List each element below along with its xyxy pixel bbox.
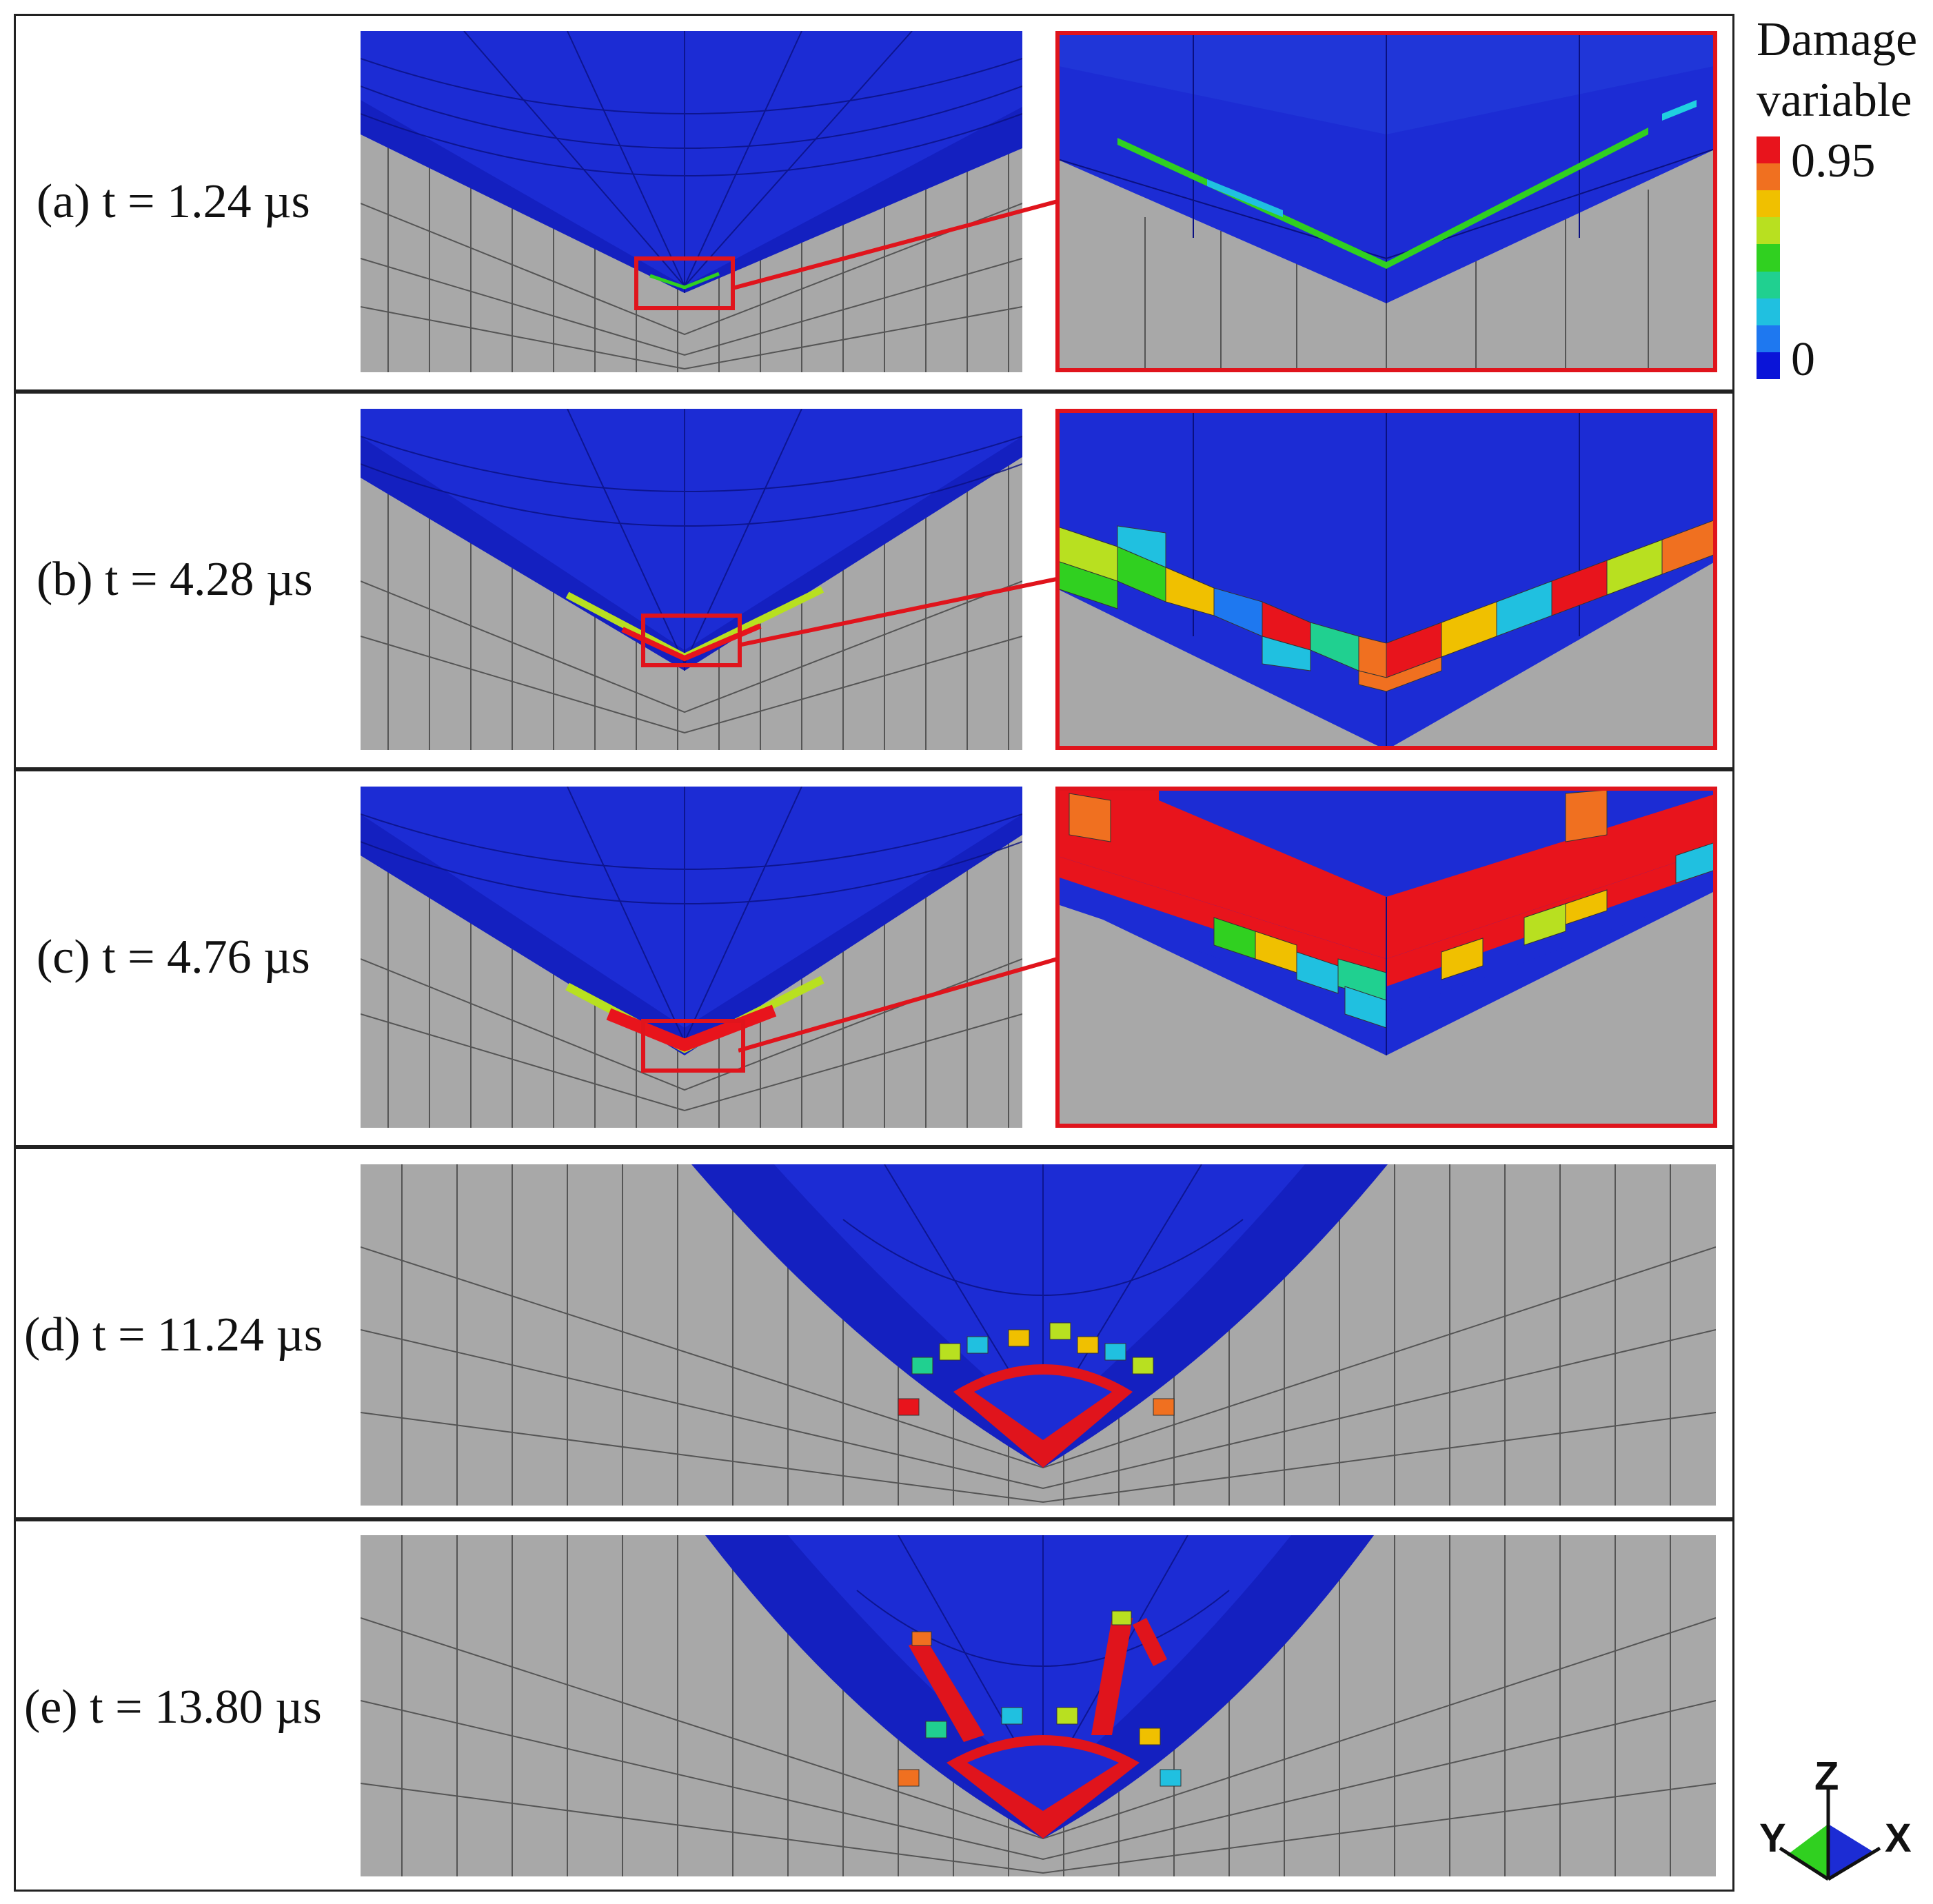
panel-a-mesh-view	[361, 31, 1022, 372]
legend-color-step	[1757, 190, 1780, 218]
panel-c: (c) t = 4.76 µs	[14, 769, 1734, 1147]
panel-a-zoom-view	[1055, 31, 1717, 372]
legend-min-label: 0	[1791, 333, 1815, 386]
legend-color-step	[1757, 325, 1780, 352]
axes-triad: Z Y X	[1759, 1762, 1912, 1881]
panel-e: (e) t = 13.80 µs	[14, 1519, 1734, 1892]
panel-d-mesh-view	[361, 1164, 1716, 1506]
legend-title-line1: Damage	[1757, 13, 1918, 66]
axis-x-label: X	[1885, 1816, 1912, 1861]
legend-color-step	[1757, 298, 1780, 325]
panel-e-label: (e) t = 13.80 µs	[24, 1681, 322, 1734]
axis-z-label: Z	[1814, 1762, 1839, 1799]
panel-b: (b) t = 4.28 µs	[14, 392, 1734, 769]
panel-e-mesh-view	[361, 1535, 1716, 1876]
panel-a-label: (a) t = 1.24 µs	[37, 175, 310, 228]
legend-color-step	[1757, 244, 1780, 272]
panel-c-mesh-view	[361, 787, 1022, 1128]
legend-title-line2: variable	[1757, 74, 1912, 127]
legend-color-step	[1757, 271, 1780, 298]
panel-c-zoom-view	[1055, 787, 1717, 1128]
legend-max-label: 0.95	[1791, 134, 1876, 188]
panel-a: (a) t = 1.24 µs	[14, 14, 1734, 392]
panel-d-label: (d) t = 11.24 µs	[24, 1308, 323, 1361]
panel-d: (d) t = 11.24 µs	[14, 1147, 1734, 1519]
legend-color-step	[1757, 136, 1780, 164]
legend-color-step	[1757, 163, 1780, 191]
panel-b-zoom-view	[1055, 409, 1717, 750]
axis-y-label: Y	[1759, 1816, 1786, 1861]
panel-b-label: (b) t = 4.28 µs	[37, 553, 313, 606]
legend-color-step	[1757, 352, 1780, 379]
panel-b-mesh-view	[361, 409, 1022, 750]
panel-b-connector	[738, 571, 1087, 647]
legend-color-step	[1757, 217, 1780, 245]
panel-c-label: (c) t = 4.76 µs	[37, 931, 310, 984]
panel-a-zoom-box	[634, 256, 735, 310]
panel-c-connector	[738, 949, 1087, 1053]
panel-a-connector	[733, 193, 1082, 290]
panel-c-zoom-box	[641, 1019, 745, 1073]
legend-colorbar	[1757, 136, 1780, 379]
panel-b-zoom-box	[641, 614, 742, 667]
